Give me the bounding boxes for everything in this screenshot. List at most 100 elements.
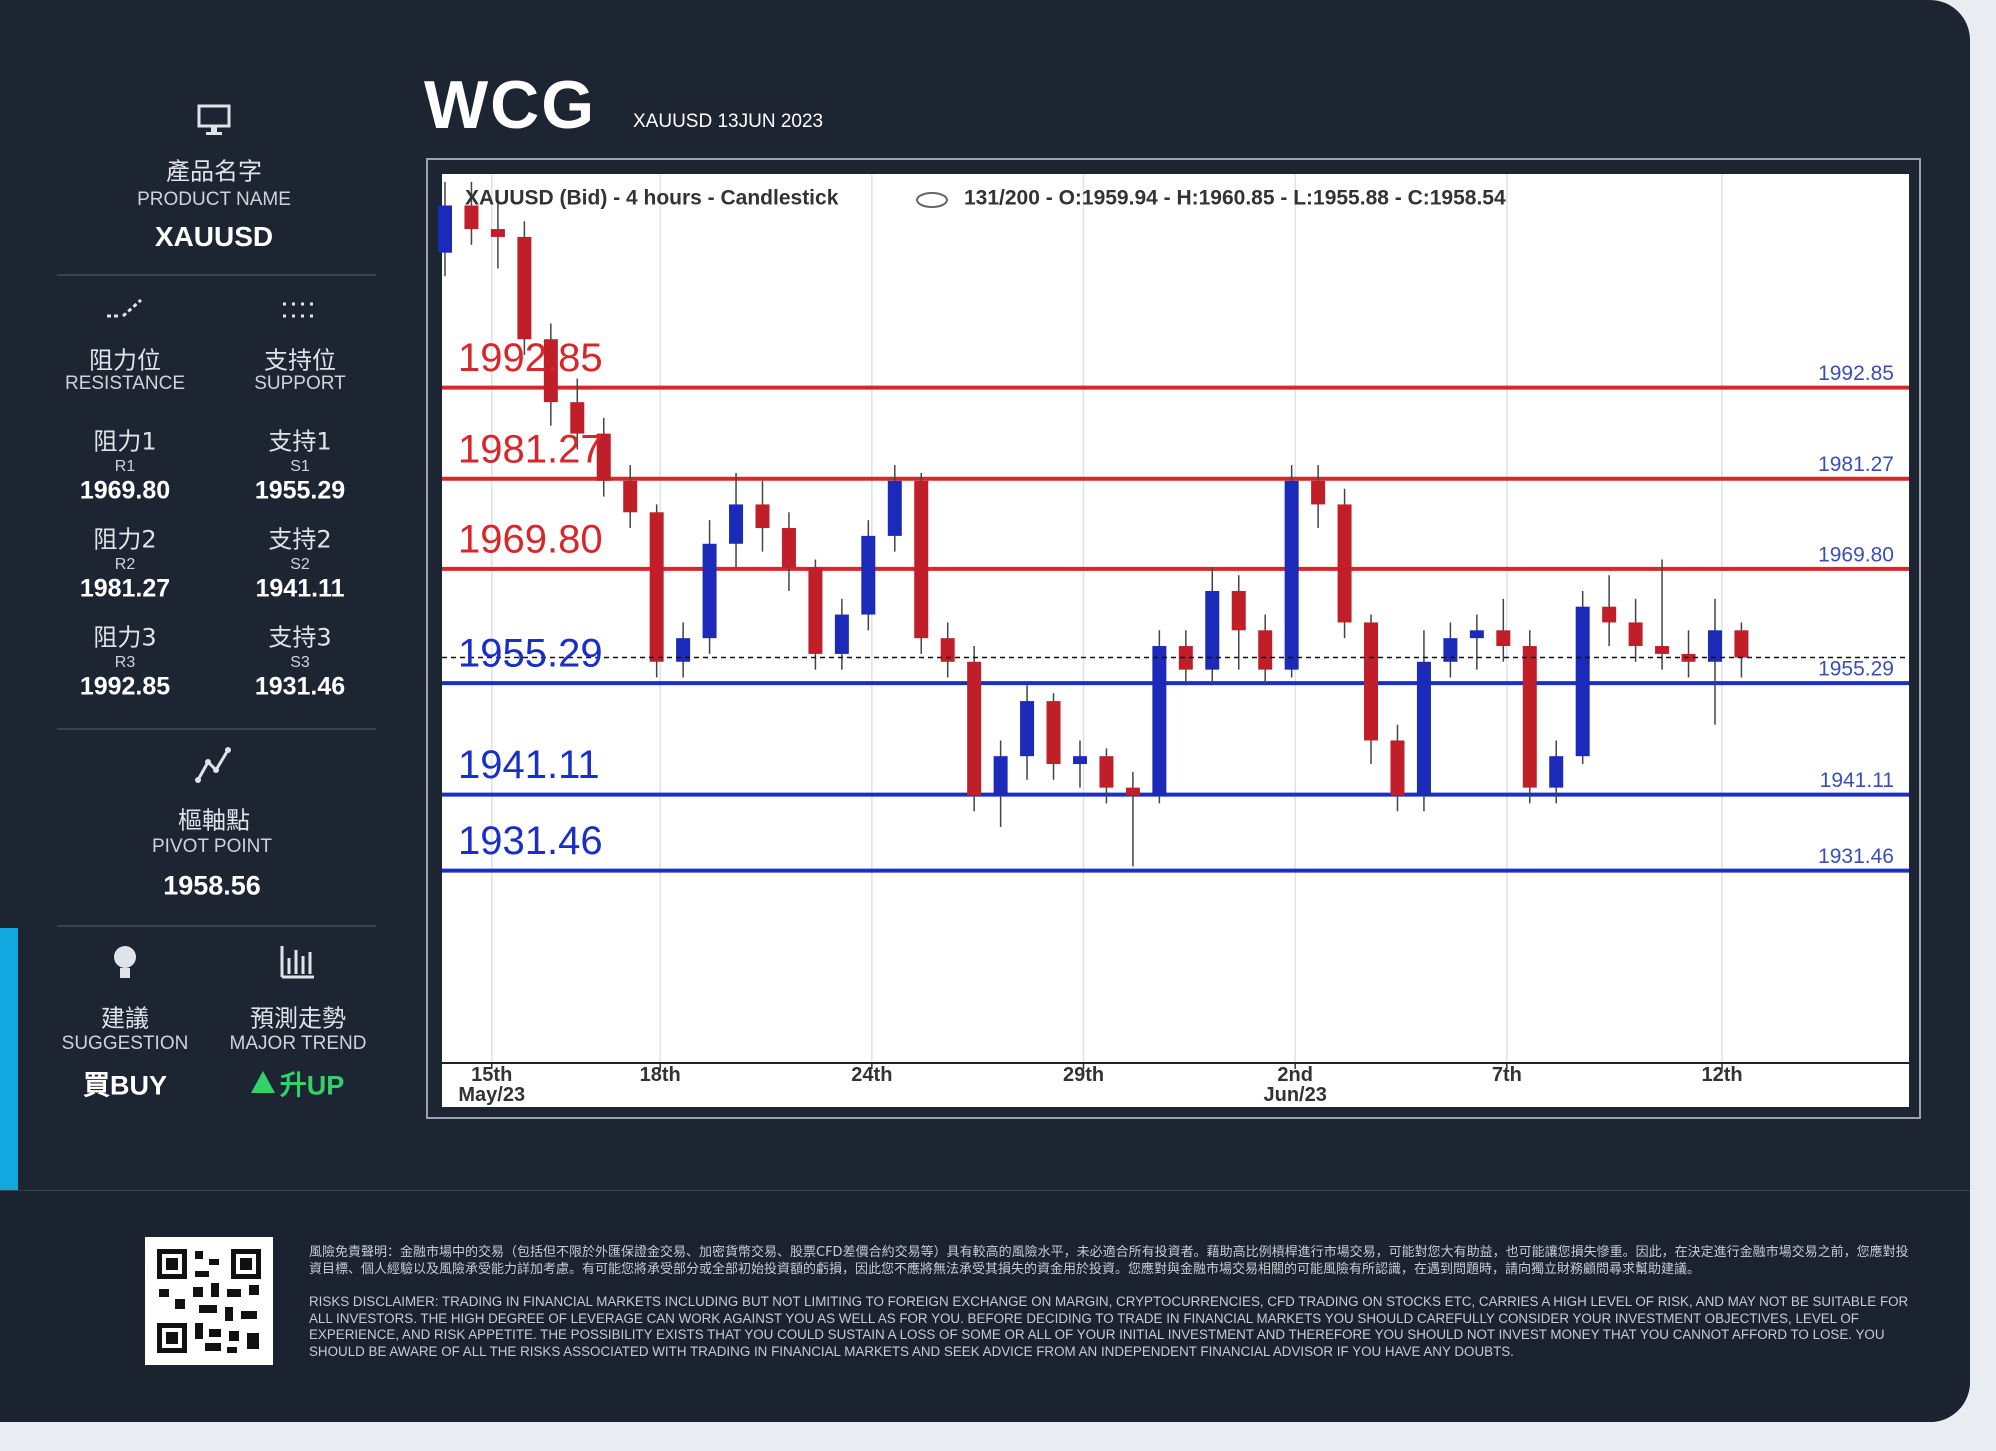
- candle-body: [1390, 740, 1405, 796]
- candle-body: [1549, 756, 1564, 788]
- resistance-level-code: R2: [114, 556, 136, 573]
- monitor-icon: [197, 104, 231, 135]
- support-level-value: 1931.46: [254, 672, 346, 701]
- product-en: PRODUCT NAME: [137, 189, 291, 210]
- candle-body: [1496, 630, 1511, 647]
- x-tick-label-line: 18th: [640, 1064, 681, 1086]
- level-label-right: 1955.29: [1818, 658, 1894, 681]
- resistance-en: RESISTANCE: [64, 373, 186, 394]
- up-arrow-icon: [251, 1071, 275, 1093]
- suggestion-value: 買BUY: [82, 1070, 168, 1101]
- x-tick-label-line: 2nd: [1277, 1064, 1313, 1086]
- pivot-value: 1958.56: [163, 870, 261, 901]
- level-label-right: 1941.11: [1820, 769, 1894, 792]
- support-level-value: 1941.11: [255, 574, 345, 603]
- subtitle: XAUUSD 13JUN 2023: [633, 111, 824, 132]
- resistance-level-value: 1969.80: [79, 476, 171, 505]
- support-en: SUPPORT: [254, 373, 346, 394]
- candle-body: [887, 480, 902, 536]
- candle-body: [967, 661, 982, 796]
- x-tick-label-line: May/23: [458, 1084, 525, 1106]
- support-level-zh: 支持2: [268, 525, 332, 554]
- x-tick-label: 2nd Jun/23: [1263, 1064, 1326, 1106]
- x-tick-label: 15th May/23: [458, 1064, 525, 1106]
- support-level-value: 1955.29: [254, 476, 346, 505]
- support-zh: 支持位: [264, 346, 336, 375]
- eye-icon: [916, 192, 948, 208]
- candle-body: [1099, 756, 1114, 788]
- candle-body: [1258, 630, 1273, 670]
- candle-body: [623, 480, 638, 513]
- candle-body: [1734, 630, 1749, 658]
- candle-body: [1707, 630, 1722, 662]
- candle-body: [834, 614, 849, 654]
- candle-body: [729, 504, 744, 544]
- qr-pattern: [157, 1249, 261, 1353]
- footer: [0, 1190, 1970, 1422]
- support-level-zh: 支持1: [268, 427, 332, 456]
- candle-body: [1416, 661, 1431, 796]
- resistance-level-value: 1992.85: [79, 672, 171, 701]
- suggestion-en: SUGGESTION: [61, 1033, 189, 1054]
- candle-body: [676, 638, 691, 662]
- trend-value: 升UP: [279, 1070, 345, 1101]
- accent-stripe: [0, 928, 18, 1190]
- resistance-level-value: 1981.27: [79, 574, 171, 603]
- candle-body: [1575, 606, 1590, 757]
- candle-body: [1020, 701, 1035, 757]
- resistance-level-zh: 阻力3: [93, 623, 157, 652]
- level-label: 1981.27: [458, 427, 603, 471]
- candle-body: [1364, 622, 1379, 741]
- candle-body: [1152, 646, 1167, 796]
- candle-body: [702, 543, 717, 639]
- disclaimer-zh: 風險免責聲明：金融市場中的交易（包括但不限於外匯保證金交易、加密貨幣交易、股票C…: [309, 1245, 1909, 1277]
- candle-body: [649, 512, 664, 662]
- level-label: 1969.80: [458, 517, 603, 561]
- product-value: XAUUSD: [154, 221, 274, 252]
- candle-body: [940, 638, 955, 662]
- divider: [57, 274, 376, 276]
- resistance-icon: [107, 298, 142, 318]
- divider: [57, 728, 376, 730]
- level-label-right: 1931.46: [1818, 845, 1894, 868]
- support-level-code: S1: [290, 458, 310, 475]
- disclaimer-en: RISKS DISCLAIMER: TRADING IN FINANCIAL M…: [309, 1294, 1909, 1359]
- candle-body: [755, 504, 770, 529]
- support-level-code: S3: [290, 654, 310, 671]
- candle-body: [517, 236, 532, 340]
- level-label-right: 1992.85: [1818, 362, 1894, 385]
- support-icon: [283, 302, 319, 318]
- qr-code: [145, 1237, 273, 1365]
- resistance-level-code: R3: [114, 654, 136, 671]
- divider: [57, 925, 376, 927]
- chart: 15th May/23 18th 24th 29th 2nd Jun/23 7th 12th 19…: [438, 174, 1909, 1107]
- pivot-icon: [195, 747, 231, 783]
- pivot-en: PIVOT POINT: [151, 836, 273, 857]
- resistance-level-code: R1: [114, 458, 136, 475]
- x-tick-label: 12th: [1701, 1064, 1742, 1086]
- candle-body: [1443, 638, 1458, 662]
- product-zh: 產品名字: [166, 157, 262, 186]
- candle-body: [1231, 590, 1246, 631]
- bulb-icon: [114, 946, 136, 978]
- x-tick-label-line: 24th: [851, 1064, 892, 1086]
- candle-body: [596, 433, 611, 481]
- candle-body: [490, 229, 505, 237]
- candle-body: [861, 535, 876, 615]
- candle-body: [1284, 480, 1299, 670]
- candle-body: [1046, 701, 1061, 765]
- resistance-level-zh: 阻力1: [93, 427, 157, 456]
- chart-info: 131/200 - O:1959.94 - H:1960.85 - L:1955…: [964, 187, 1506, 210]
- x-tick-label: 24th: [851, 1064, 892, 1086]
- candle-body: [438, 205, 452, 253]
- candle-body: [1125, 787, 1140, 796]
- x-tick-label-line: 29th: [1063, 1064, 1104, 1086]
- x-tick-label: 18th: [640, 1064, 681, 1086]
- x-tick-label-line: 15th: [471, 1064, 512, 1086]
- x-tick-label: 7th: [1492, 1064, 1522, 1086]
- candle-body: [1205, 590, 1220, 670]
- candle-body: [1337, 504, 1352, 623]
- level-label: 1992.85: [458, 336, 603, 380]
- trend-zh: 預測走勢: [250, 1004, 346, 1033]
